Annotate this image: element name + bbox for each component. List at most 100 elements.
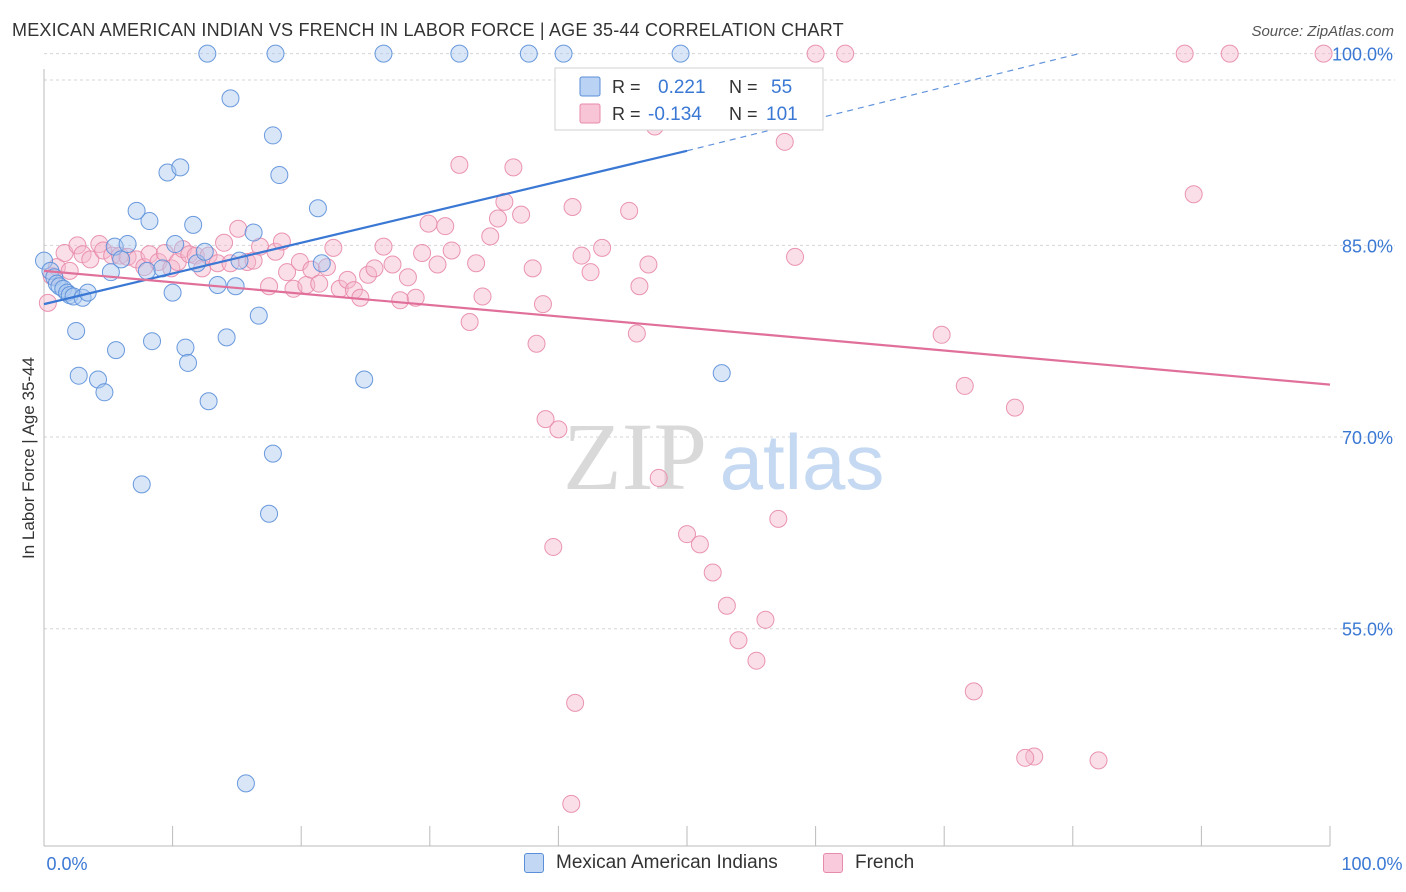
data-point [250,307,267,324]
data-point [482,228,499,245]
data-point [325,239,342,256]
data-point [356,371,373,388]
data-point [776,133,793,150]
data-point [164,284,181,301]
gridlines [44,54,1395,629]
data-point [313,255,330,272]
legend-r-value-blue: 0.221 [658,77,706,98]
data-point [61,262,78,279]
data-point [474,288,491,305]
data-point [524,260,541,277]
data-point [672,45,689,62]
data-point [414,245,431,262]
data-point [180,354,197,371]
data-point [757,611,774,628]
data-point [271,167,288,184]
data-point [196,243,213,260]
data-point [384,256,401,273]
data-point [468,255,485,272]
legend-r-value-pink: -0.134 [648,104,702,125]
data-point [528,335,545,352]
series-legend-item-mexican[interactable]: Mexican American Indians [524,852,778,874]
legend-n-label-pink: N = [729,104,758,124]
data-point [933,326,950,343]
data-point [770,510,787,527]
data-point [96,384,113,401]
data-point [787,248,804,265]
data-point [1017,749,1034,766]
data-point [113,251,130,268]
series-swatch-blue [524,853,544,873]
trend-line-pink [44,271,1330,385]
legend-box: R = 0.221 N = 55 R = -0.134 N = 101 [555,68,823,130]
data-point [230,220,247,237]
data-point [200,393,217,410]
data-point [216,234,233,251]
data-point [264,127,281,144]
data-point [70,367,87,384]
data-point [545,538,562,555]
data-point [640,256,657,273]
legend-swatch-pink [580,104,600,123]
data-point [231,252,248,269]
data-point [555,45,572,62]
data-point [534,296,551,313]
data-point [141,213,158,230]
data-point [172,159,189,176]
data-point [245,224,262,241]
watermark-atlas: atlas [720,418,885,506]
data-point [392,292,409,309]
data-point [68,322,85,339]
data-point [177,339,194,356]
data-point [564,199,581,216]
series-legend-item-french[interactable]: French [823,852,914,874]
watermark: ZIP atlas [563,403,884,510]
data-point [505,159,522,176]
y-tick-label: 100.0% [1332,45,1393,65]
data-point [718,597,735,614]
series-name-french: French [855,852,914,874]
data-point [261,505,278,522]
legend-swatch-blue [580,77,600,96]
data-point [451,45,468,62]
data-point [563,795,580,812]
data-point [965,683,982,700]
y-axis-label: In Labor Force | Age 35-44 [19,357,38,559]
y-tick-label: 70.0% [1342,428,1393,448]
y-tick-label: 85.0% [1342,236,1393,256]
data-point [1221,45,1238,62]
data-point [748,652,765,669]
x-axis-ticks [44,826,1330,846]
legend-n-label-blue: N = [729,77,758,97]
data-point [222,90,239,107]
data-point [582,264,599,281]
data-point [573,247,590,264]
data-point [621,202,638,219]
data-point [264,445,281,462]
data-point [704,564,721,581]
data-point [594,239,611,256]
data-point [956,377,973,394]
data-point [311,275,328,292]
data-point [550,421,567,438]
series-swatch-pink [823,853,843,873]
data-point [1315,45,1332,62]
data-point [1006,399,1023,416]
data-point [567,694,584,711]
data-point [420,215,437,232]
data-point [437,218,454,235]
data-point [185,216,202,233]
data-point [429,256,446,273]
data-point [628,325,645,342]
data-point [267,45,284,62]
data-point [807,45,824,62]
data-point [237,775,254,792]
data-point [375,45,392,62]
data-point [691,536,708,553]
data-point [375,238,392,255]
y-tick-labels: 55.0% 70.0% 85.0% 100.0% [1332,45,1393,640]
data-point [650,469,667,486]
watermark-zip: ZIP [563,403,707,510]
data-point [443,242,460,259]
y-tick-label: 55.0% [1342,620,1393,640]
